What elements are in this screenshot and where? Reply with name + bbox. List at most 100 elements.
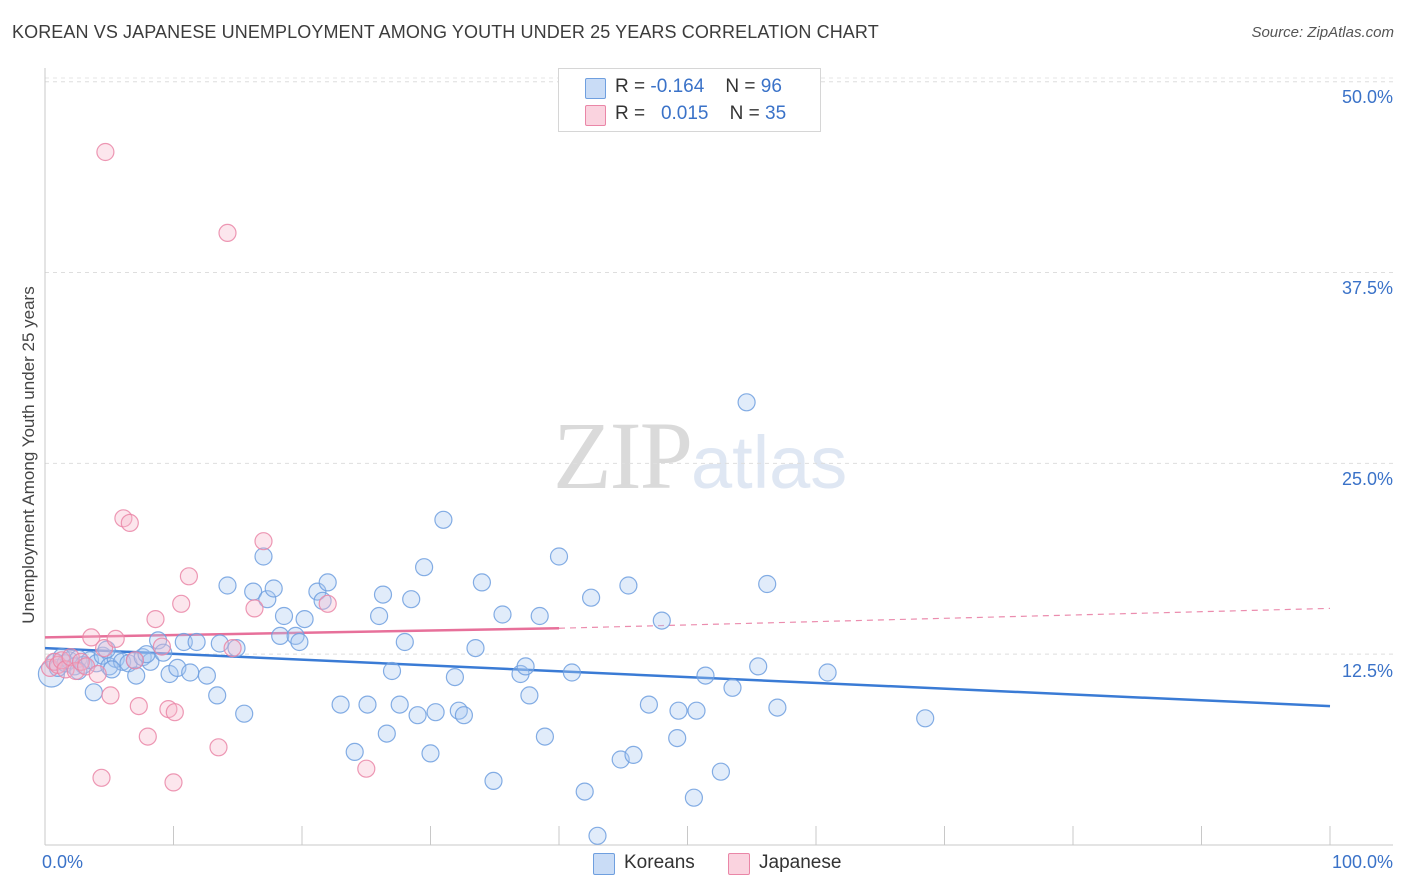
point-koreans <box>711 762 731 781</box>
point-koreans <box>174 632 193 652</box>
watermark: ZIPatlas <box>553 400 847 511</box>
point-koreans <box>516 657 535 676</box>
point-koreans <box>154 643 173 662</box>
point-koreans <box>395 632 414 652</box>
point-japanese <box>209 738 228 757</box>
point-koreans <box>520 686 539 705</box>
point-koreans <box>308 582 327 601</box>
point-japanese <box>165 703 184 722</box>
point-koreans <box>684 788 704 807</box>
point-japanese <box>357 759 376 778</box>
point-koreans <box>530 606 549 626</box>
point-koreans <box>472 573 491 592</box>
point-koreans <box>575 782 594 801</box>
point-koreans <box>549 547 569 566</box>
point-koreans <box>818 663 837 682</box>
point-japanese <box>164 773 183 792</box>
point-koreans <box>619 576 638 595</box>
point-japanese <box>120 513 139 533</box>
point-koreans <box>687 701 706 720</box>
point-japanese <box>146 609 165 629</box>
point-japanese <box>129 696 148 716</box>
y-tick-label-37-5: 37.5% <box>1341 278 1393 298</box>
point-koreans <box>318 573 337 592</box>
point-koreans <box>370 606 389 626</box>
point-koreans <box>445 667 464 687</box>
legend-n-value: 35 <box>765 103 787 124</box>
legend-n-value: 96 <box>760 76 782 97</box>
point-koreans <box>535 727 555 746</box>
point-koreans <box>415 558 434 577</box>
trend-lines <box>44 607 1331 708</box>
point-japanese <box>92 768 111 787</box>
point-japanese <box>114 509 133 528</box>
source-label: Source: ZipAtlas.com <box>1251 24 1394 41</box>
legend-r-label: R = <box>615 103 646 124</box>
point-koreans <box>373 585 393 604</box>
point-koreans <box>581 588 601 607</box>
bottom-legend-swatch-japanese <box>728 853 750 875</box>
x-tick-label-100: 100.0% <box>1331 852 1393 872</box>
chart-title: KOREAN VS JAPANESE UNEMPLOYMENT AMONG YO… <box>12 22 879 42</box>
point-koreans <box>218 576 237 595</box>
point-japanese <box>88 664 107 684</box>
point-koreans <box>331 695 350 714</box>
legend-r-label: R = <box>615 76 646 97</box>
trend-line-japanese-extension <box>558 607 1331 629</box>
point-koreans <box>639 695 659 714</box>
point-koreans <box>208 686 227 705</box>
point-koreans <box>382 661 402 681</box>
point-koreans <box>652 611 671 630</box>
point-koreans <box>290 632 309 652</box>
point-japanese <box>152 637 171 656</box>
point-koreans <box>723 678 742 697</box>
point-japanese <box>125 651 144 670</box>
data-points <box>37 142 935 845</box>
point-japanese <box>106 629 125 649</box>
point-japanese <box>245 599 264 618</box>
bottom-legend-swatch-koreans <box>593 853 615 875</box>
point-japanese <box>179 567 198 586</box>
point-koreans <box>345 742 364 762</box>
point-koreans <box>421 744 440 763</box>
watermark-atlas: atlas <box>691 421 848 504</box>
point-koreans <box>377 724 396 743</box>
point-koreans <box>295 609 314 629</box>
point-koreans <box>562 663 582 682</box>
y-tick-label-12-5: 12.5% <box>1341 661 1393 681</box>
legend-n-label: N = <box>725 76 756 97</box>
y-tick-label-25: 25.0% <box>1341 469 1393 489</box>
point-koreans <box>264 579 283 598</box>
point-koreans <box>668 728 687 748</box>
point-koreans <box>758 574 777 594</box>
legend-text-koreans: R = -0.164 N = 96 <box>615 76 782 98</box>
point-koreans <box>588 826 607 845</box>
bottom-legend-label-koreans: Koreans <box>624 852 695 873</box>
point-koreans <box>466 638 485 658</box>
y-tick-label-50: 50.0% <box>1341 87 1393 107</box>
point-koreans <box>254 547 273 566</box>
axes <box>44 68 1393 846</box>
point-koreans <box>669 701 688 720</box>
legend-n-label: N = <box>729 103 760 124</box>
point-koreans <box>916 709 935 728</box>
point-japanese <box>172 594 191 613</box>
bottom-legend-label-japanese: Japanese <box>759 852 842 873</box>
point-koreans <box>426 703 445 722</box>
point-japanese <box>82 628 101 647</box>
point-japanese <box>254 532 273 551</box>
point-koreans <box>274 606 294 626</box>
point-koreans <box>493 605 512 624</box>
point-japanese <box>138 727 157 746</box>
point-koreans <box>235 704 254 723</box>
point-koreans <box>187 632 206 652</box>
point-koreans <box>127 666 146 685</box>
point-koreans <box>749 657 768 676</box>
point-koreans <box>313 591 332 610</box>
point-koreans <box>402 590 421 609</box>
legend-swatch-japanese <box>585 105 606 126</box>
point-koreans <box>434 510 453 529</box>
point-koreans <box>768 698 787 717</box>
point-koreans <box>358 695 377 714</box>
